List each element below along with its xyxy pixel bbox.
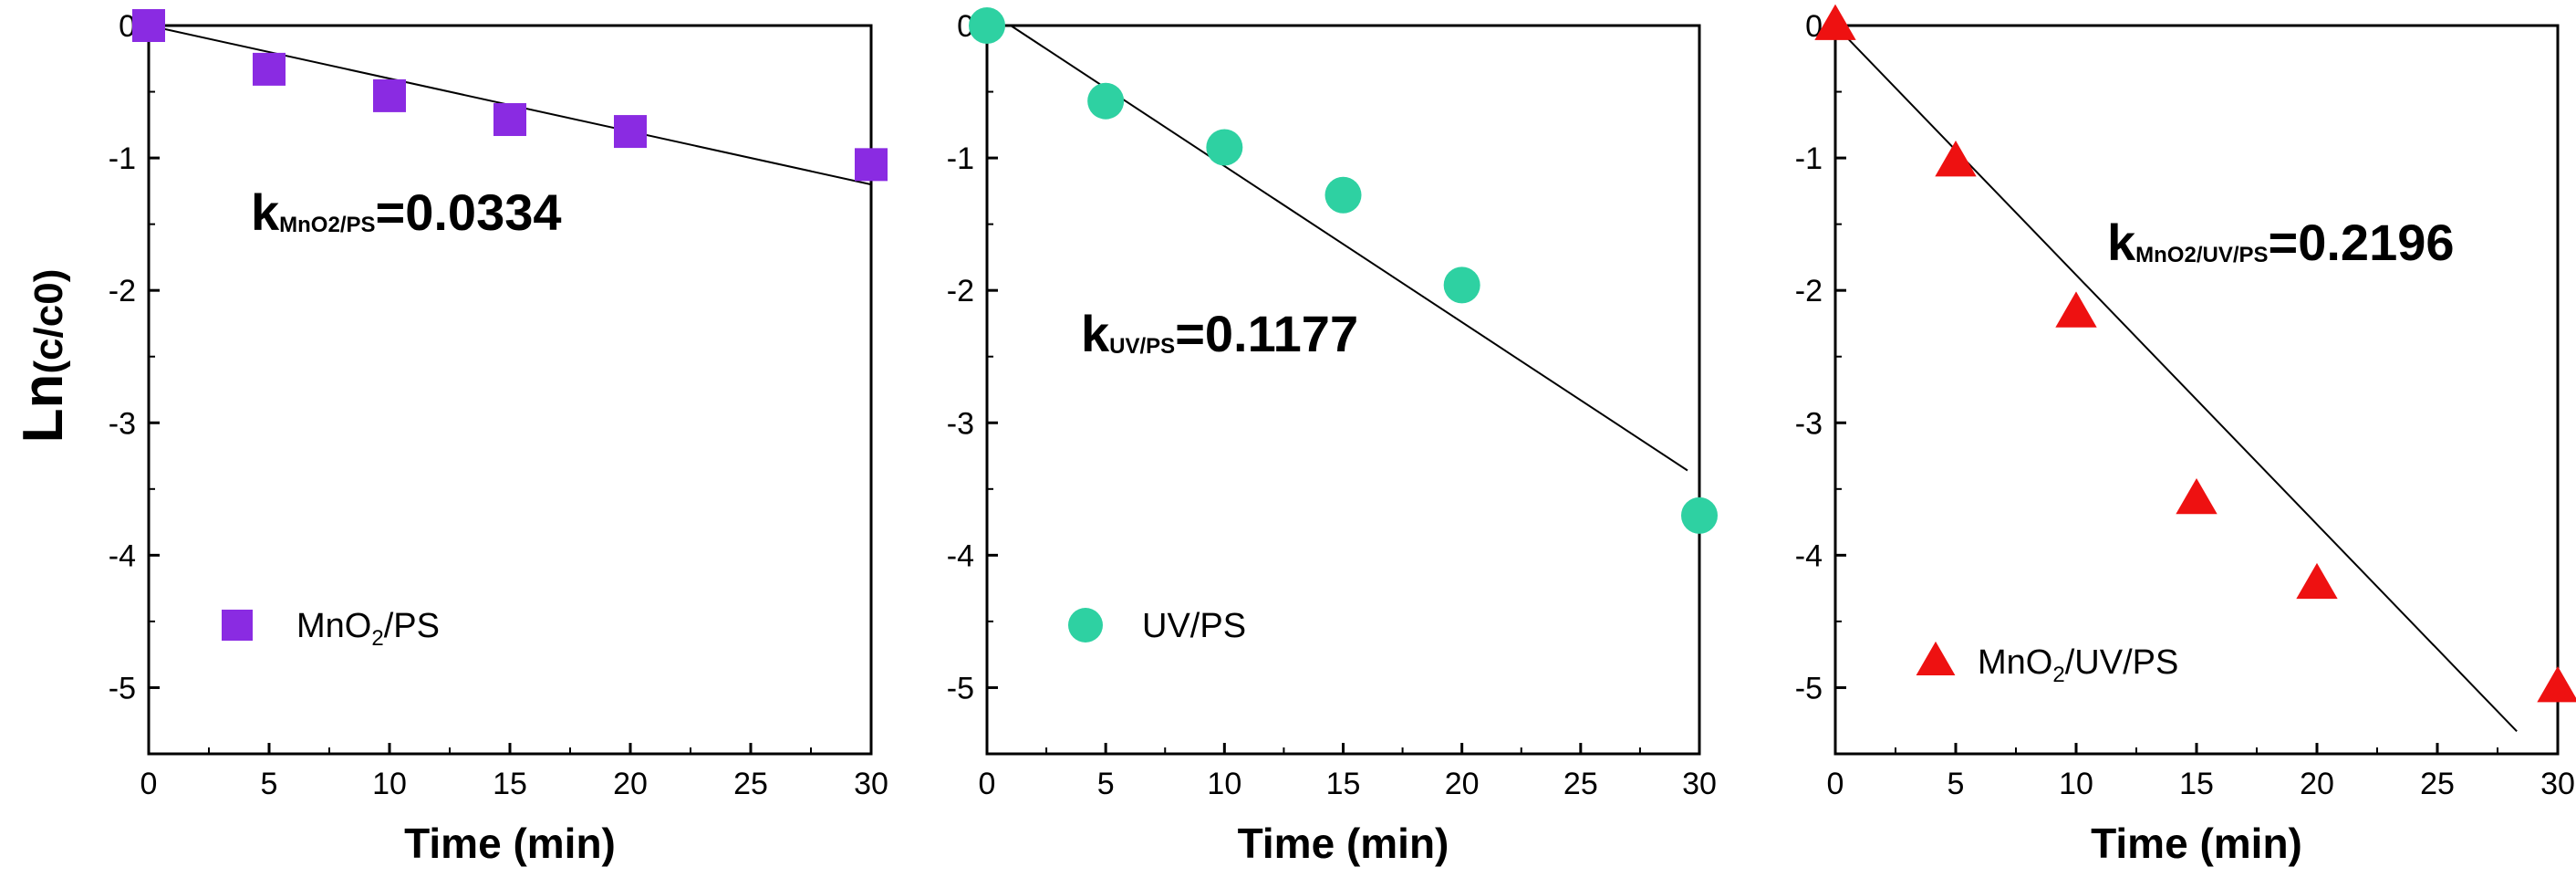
data-point xyxy=(1443,266,1480,304)
y-tick-label: -5 xyxy=(109,671,136,705)
y-tick-label: 0 xyxy=(119,9,136,44)
x-tick-label: 10 xyxy=(372,767,407,801)
rate-constant-subscript: MnO2/UV/PS xyxy=(2135,243,2268,267)
data-point xyxy=(132,9,165,42)
legend-marker xyxy=(222,610,253,641)
x-axis-title: Time (min) xyxy=(404,820,616,867)
y-axis-title-sub: (c/c0) xyxy=(26,269,71,374)
rate-constant-value: =0.0334 xyxy=(376,183,562,241)
y-axis-title: Ln(c/c0) xyxy=(12,269,75,444)
data-point xyxy=(969,7,1005,44)
x-tick-label: 20 xyxy=(1445,767,1480,801)
rate-constant-label: kMnO2/UV/PS=0.2196 xyxy=(2107,214,2455,271)
y-tick-label: -2 xyxy=(947,274,974,308)
x-tick-label: 15 xyxy=(493,767,527,801)
data-point xyxy=(855,148,888,182)
y-tick-label: -4 xyxy=(109,538,136,573)
y-tick-label: -1 xyxy=(1795,141,1823,176)
rate-constant-label: kMnO2/PS=0.0334 xyxy=(251,183,562,241)
data-point xyxy=(1087,82,1125,120)
x-tick-label: 25 xyxy=(2420,767,2455,801)
legend-marker xyxy=(1916,641,1956,675)
rate-constant-label: kUV/PS=0.1177 xyxy=(1081,305,1358,362)
legend-marker xyxy=(1068,608,1103,642)
rate-constant-value: =0.1177 xyxy=(1175,305,1358,362)
y-tick-label: -5 xyxy=(947,671,974,705)
x-tick-label: 15 xyxy=(1326,767,1361,801)
x-tick-label: 0 xyxy=(140,767,158,801)
x-tick-label: 0 xyxy=(979,767,996,801)
x-tick-label: 5 xyxy=(261,767,278,801)
legend-label: MnO2/PS xyxy=(296,607,440,651)
data-point xyxy=(1206,129,1243,166)
x-tick-label: 5 xyxy=(1097,767,1115,801)
x-tick-label: 30 xyxy=(854,767,888,801)
x-tick-label: 5 xyxy=(1948,767,1965,801)
rate-constant-k: k xyxy=(2107,214,2136,271)
rate-constant-k: k xyxy=(251,183,280,241)
legend-label-subscript: 2 xyxy=(2052,663,2064,687)
y-tick-label: -4 xyxy=(947,538,974,573)
legend-label-subscript: 2 xyxy=(371,626,383,651)
y-tick-label: -5 xyxy=(1795,671,1823,705)
y-tick-label: -1 xyxy=(109,141,136,176)
data-point xyxy=(1814,4,1856,40)
data-point xyxy=(373,78,406,112)
legend-label-main: UV/PS xyxy=(1142,607,1246,645)
x-tick-label: 25 xyxy=(1563,767,1598,801)
data-point xyxy=(2055,291,2097,328)
x-tick-label: 20 xyxy=(613,767,648,801)
data-point xyxy=(2296,562,2338,600)
y-tick-label: -3 xyxy=(109,406,136,441)
legend-label-main: MnO xyxy=(1978,643,2052,682)
fit-line xyxy=(1834,25,2518,733)
data-point xyxy=(1324,176,1362,214)
x-axis-title: Time (min) xyxy=(2091,820,2302,867)
y-tick-label: -2 xyxy=(109,274,136,308)
y-tick-label: -4 xyxy=(1795,538,1823,573)
y-tick-label: 0 xyxy=(957,9,974,44)
rate-constant-value: =0.2196 xyxy=(2269,214,2455,271)
x-tick-label: 0 xyxy=(1827,767,1844,801)
x-tick-label: 15 xyxy=(2179,767,2214,801)
rate-constant-subscript: UV/PS xyxy=(1109,334,1175,359)
x-tick-label: 30 xyxy=(2540,767,2575,801)
svg-text:Ln(c/c0): Ln(c/c0) xyxy=(12,269,75,444)
x-tick-label: 10 xyxy=(1207,767,1241,801)
plot-frame xyxy=(1833,24,2560,756)
rate-constant-k: k xyxy=(1081,305,1110,362)
legend-label-main: MnO xyxy=(296,607,371,645)
data-point xyxy=(1681,496,1718,534)
data-point xyxy=(493,103,526,137)
x-tick-label: 25 xyxy=(733,767,768,801)
data-point xyxy=(614,115,647,149)
y-tick-label: -1 xyxy=(947,141,974,176)
x-axis-title: Time (min) xyxy=(1238,820,1449,867)
y-axis-title-main: Ln xyxy=(12,374,75,444)
x-tick-label: 30 xyxy=(1682,767,1717,801)
data-point xyxy=(253,52,286,86)
legend-label: MnO2/UV/PS xyxy=(1978,643,2178,687)
data-point xyxy=(2176,477,2218,515)
y-tick-label: -3 xyxy=(947,406,974,441)
rate-constant-subscript: MnO2/PS xyxy=(279,213,375,237)
data-point xyxy=(2537,666,2576,703)
plot-frame xyxy=(985,24,1701,756)
y-tick-label: -3 xyxy=(1795,406,1823,441)
legend-label-rest: /PS xyxy=(384,607,440,645)
y-tick-label: -2 xyxy=(1795,274,1823,308)
legend-label: UV/PS xyxy=(1142,607,1246,645)
x-tick-label: 10 xyxy=(2059,767,2093,801)
data-point xyxy=(1935,141,1977,177)
legend-label-rest: /UV/PS xyxy=(2065,643,2179,682)
x-tick-label: 20 xyxy=(2300,767,2334,801)
